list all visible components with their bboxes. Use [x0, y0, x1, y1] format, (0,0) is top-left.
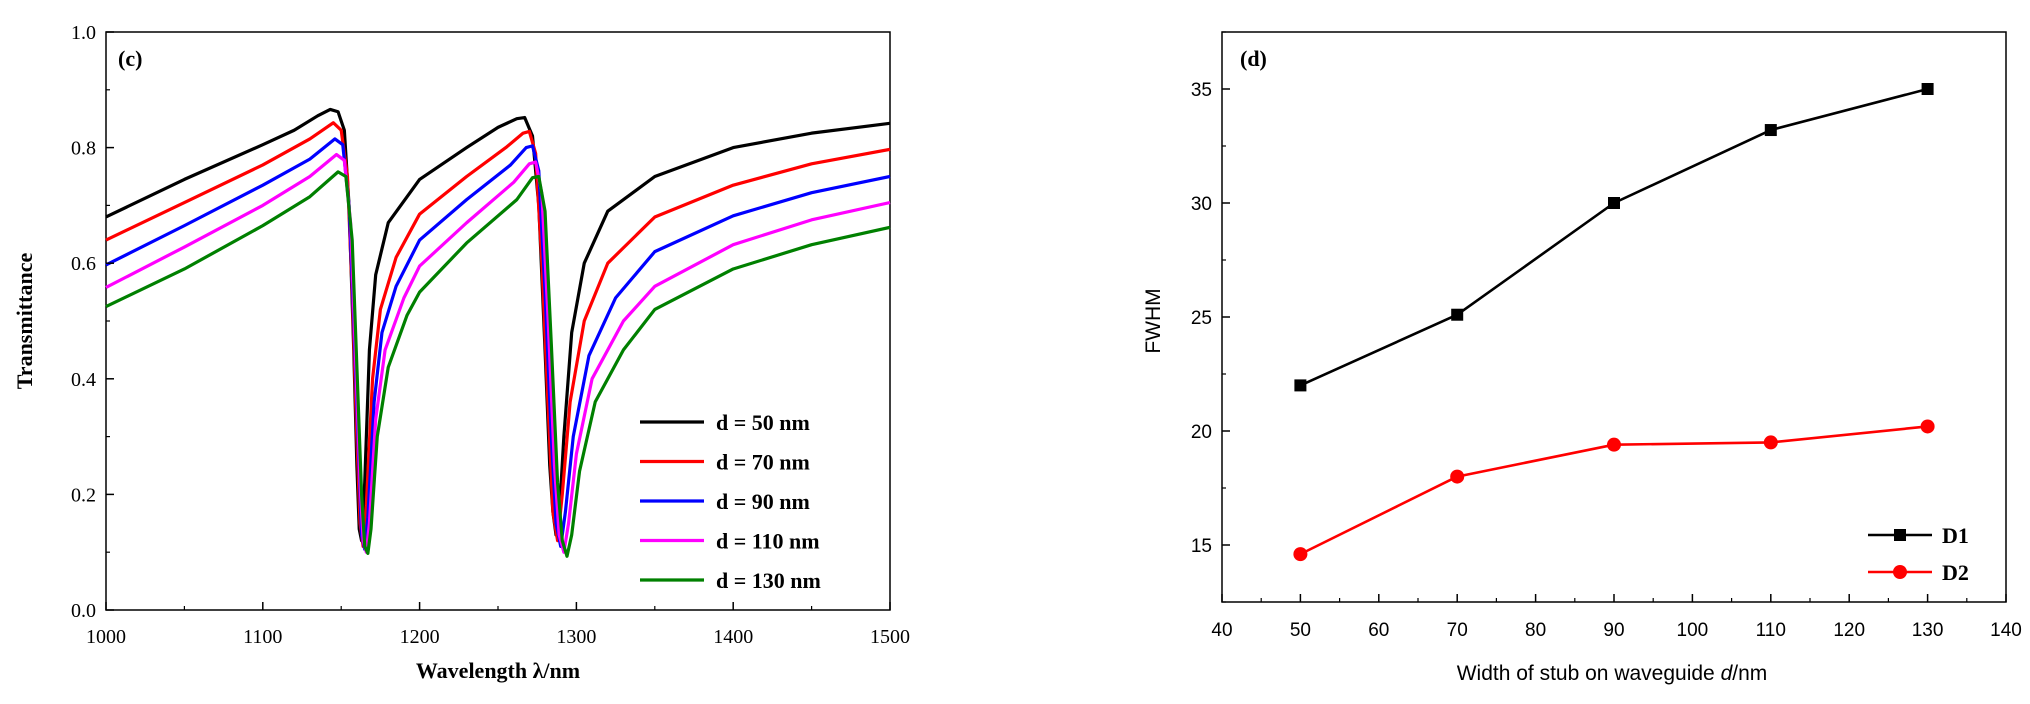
series-line-c-1: [105, 107, 891, 543]
y-tick-label-d: 35: [1191, 80, 1212, 101]
plot-frame-c: [105, 31, 891, 611]
x-axis-label-d: Width of stub on waveguide d/nm: [1457, 662, 1768, 685]
x-tick-label-c: 1500: [870, 626, 910, 648]
y-tick-label-c: 0.6: [71, 253, 96, 275]
data-point-d-1: [1294, 379, 1307, 392]
x-axis-label-c: Wavelength λ/nm: [416, 658, 580, 683]
y-tick-label-c: 1.0: [71, 22, 96, 44]
y-tick-label-d: 30: [1191, 194, 1212, 215]
y-tick-label-c: 0.2: [71, 484, 96, 506]
x-tick-label-d: 70: [1447, 620, 1468, 641]
data-point-d-2: [1607, 437, 1621, 452]
legend-label-c-3: d = 90 nm: [716, 489, 810, 514]
x-tick-label-c: 1200: [400, 626, 440, 648]
series-line-c-2: [105, 121, 891, 549]
data-point-d-2: [1920, 419, 1935, 434]
legend-label-d-2: D2: [1942, 560, 1969, 585]
x-tick-label-d: 80: [1525, 620, 1546, 641]
panel-d-fwhm-chart: 40 50 60 70 80 90 100 110 120 130 140 15 20 25 30 35 (d…: [1142, 31, 2022, 685]
x-tick-label-d: 100: [1677, 620, 1709, 641]
y-tick-label-d: 15: [1191, 536, 1212, 557]
x-tick-label-d: 120: [1833, 620, 1865, 641]
series-d: [1293, 83, 1935, 562]
x-tick-label-d: 130: [1912, 620, 1944, 641]
legend-label-d-1: D1: [1942, 523, 1969, 548]
x-tick-label-d: 110: [1756, 620, 1786, 641]
legend-swatch-marker-d-2: [1893, 565, 1907, 579]
data-point-d-1: [1451, 308, 1464, 321]
data-point-d-2: [1293, 547, 1308, 562]
series-line-d-1: [1299, 87, 1928, 387]
x-tick-label-c: 1000: [86, 626, 126, 648]
ticks-d: 40 50 60 70 80 90 100 110 120 130 140 15 20 25 30 35: [1191, 31, 2022, 641]
curves-c: [105, 107, 891, 558]
y-tick-label-d: 25: [1191, 308, 1212, 329]
panel-label-c: (c): [118, 46, 142, 71]
x-tick-label-d: 60: [1368, 620, 1389, 641]
y-tick-label-c: 0.8: [71, 138, 96, 160]
x-tick-label-d: 140: [1990, 620, 2022, 641]
panel-label-d: (d): [1240, 46, 1267, 71]
x-axis-label-d-text: Width of stub on waveguide: [1457, 662, 1721, 685]
legend-label-c-4: d = 110 nm: [716, 529, 820, 554]
data-point-d-2: [1450, 469, 1465, 484]
x-tick-label-d: 90: [1603, 620, 1624, 641]
x-tick-label-d: 50: [1290, 620, 1311, 641]
legend-swatch-marker-d-1: [1894, 529, 1906, 541]
legend-c: d = 50 nm d = 70 nm d = 90 nm d = 110 nm d =…: [640, 410, 821, 593]
data-point-d-1: [1921, 83, 1934, 95]
series-line-c-3: [105, 137, 891, 551]
y-tick-label-c: 0.4: [71, 369, 96, 391]
legend-label-c-2: d = 70 nm: [716, 450, 810, 475]
y-tick-label-d: 20: [1191, 422, 1212, 443]
x-tick-label-c: 1100: [243, 626, 282, 648]
y-axis-label-d: FWHM: [1142, 288, 1165, 353]
ticks-c: 1000 1100 1200 1300 1400 1500 0.0 0.2 0.4 0.6 0.8 1…: [71, 22, 910, 648]
x-axis-label-d-italic: d: [1721, 662, 1734, 685]
legend-label-c-1: d = 50 nm: [716, 410, 810, 435]
data-point-d-1: [1608, 197, 1620, 209]
x-tick-label-d: 40: [1211, 620, 1232, 641]
data-point-d-1: [1764, 124, 1777, 137]
data-point-d-2: [1763, 435, 1778, 450]
series-line-c-5: [105, 170, 891, 558]
x-tick-label-c: 1300: [556, 626, 596, 648]
plot-frame-d: [1221, 31, 2007, 603]
panel-c-transmittance-chart: 1000 1100 1200 1300 1400 1500 0.0 0.2 0.4 0.6 0.8 1…: [12, 22, 910, 683]
x-axis-label-d-suffix: /nm: [1732, 662, 1767, 685]
x-tick-label-c: 1400: [713, 626, 753, 648]
y-axis-label-c: Transmittance: [12, 253, 37, 390]
legend-label-c-5: d = 130 nm: [716, 568, 821, 593]
y-tick-label-c: 0.0: [71, 600, 96, 622]
